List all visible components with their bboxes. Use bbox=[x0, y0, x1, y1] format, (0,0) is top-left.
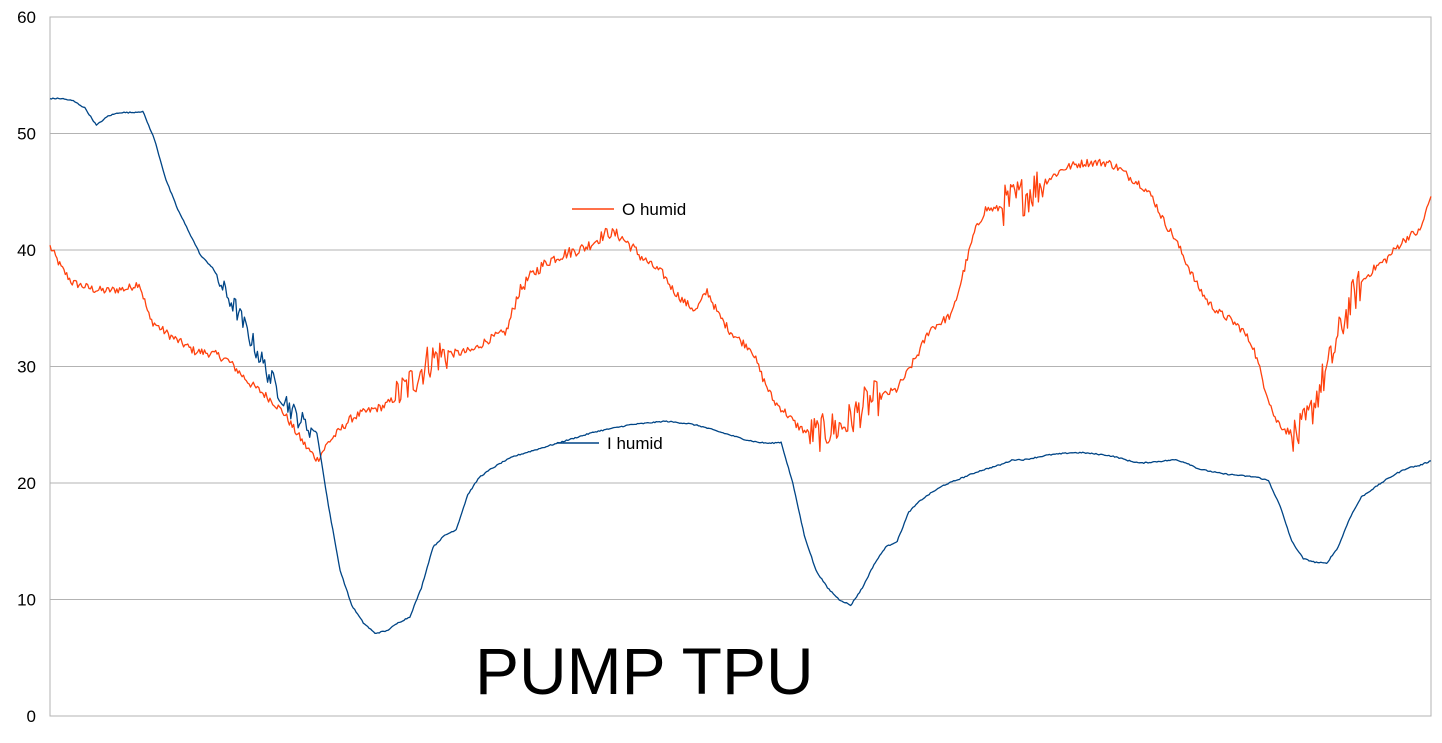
grid-layer bbox=[49, 16, 1432, 717]
series-line-o-humid bbox=[49, 158, 1432, 462]
y-tick-label: 50 bbox=[17, 125, 36, 144]
chart-annotation: PUMP TPU bbox=[475, 634, 814, 708]
legend-label: O humid bbox=[622, 200, 686, 219]
series-line-i-humid bbox=[49, 97, 1432, 634]
y-tick-label: 60 bbox=[17, 8, 36, 27]
y-tick-label: 20 bbox=[17, 474, 36, 493]
legend-label: I humid bbox=[607, 434, 663, 453]
series-layer bbox=[49, 97, 1432, 634]
y-tick-label: 0 bbox=[27, 707, 36, 726]
y-tick-label: 30 bbox=[17, 358, 36, 377]
legend-entry: O humid bbox=[572, 200, 686, 219]
y-tick-label: 10 bbox=[17, 591, 36, 610]
y-axis-tick-labels: 0 10 20 30 40 50 60 bbox=[17, 8, 36, 726]
legend-entry: I humid bbox=[557, 434, 663, 453]
legend-layer: O humid I humid bbox=[557, 200, 686, 453]
y-tick-label: 40 bbox=[17, 241, 36, 260]
